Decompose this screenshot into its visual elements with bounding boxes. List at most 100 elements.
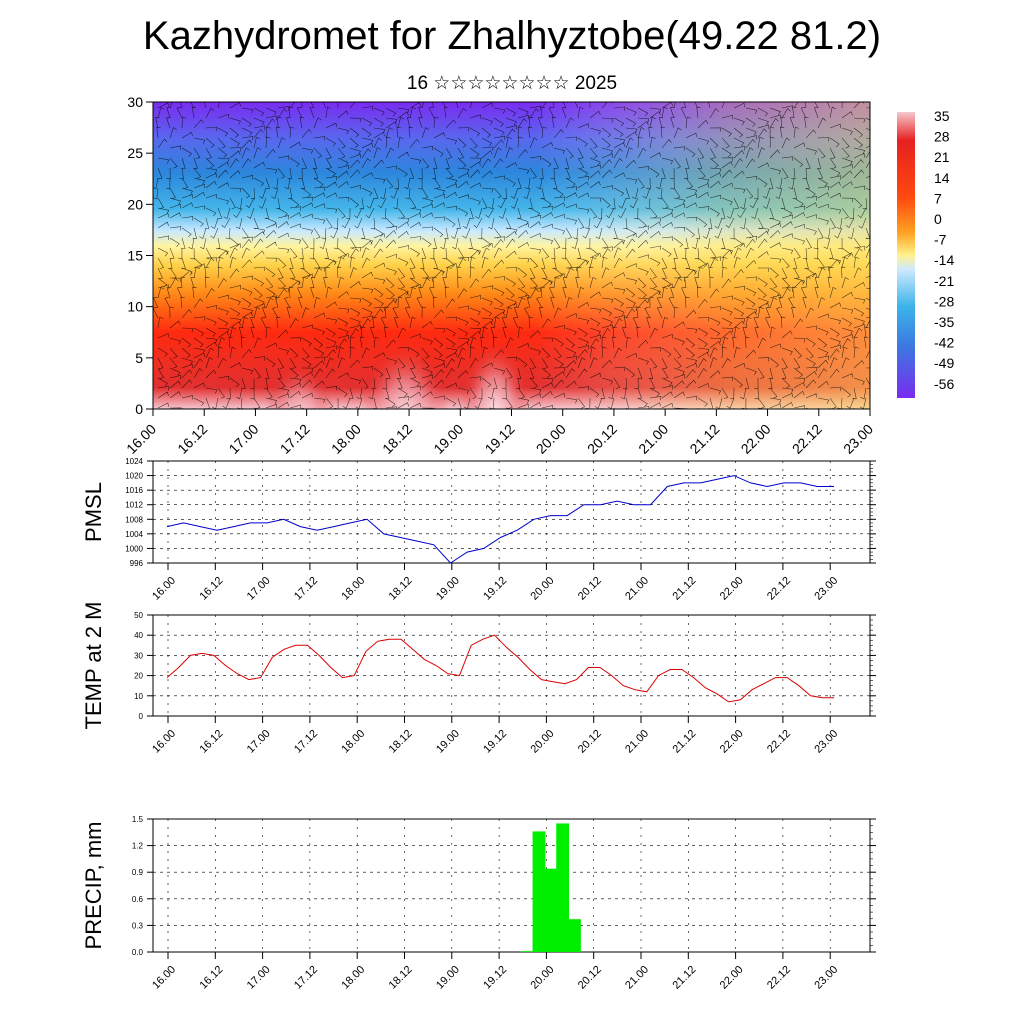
y-tick-label: 1012 xyxy=(125,501,143,510)
x-tick-label: 21.12 xyxy=(670,728,698,756)
colorbar-label: 21 xyxy=(934,149,950,165)
heatmap-x-tick-label: 18.12 xyxy=(379,421,415,457)
x-tick-label: 16.00 xyxy=(150,728,178,756)
precip-bar xyxy=(544,868,558,952)
precip-bar xyxy=(556,823,570,952)
colorbar-label: 7 xyxy=(934,190,942,206)
colorbar-label: 28 xyxy=(934,129,950,145)
colorbar-gradient xyxy=(897,112,915,398)
x-tick-label: 20.12 xyxy=(576,964,604,992)
heatmap-y-axis: 0 5 10 15 20 25 30 xyxy=(127,94,153,417)
heatmap-x-tick-label: 23.00 xyxy=(840,421,876,457)
pmsl-panel: 16.00 16.12 17.00 17.12 18.00 18.12 19.00 19.12… xyxy=(81,457,876,603)
heatmap-y-tick-label: 15 xyxy=(127,248,143,264)
hot-spot-1 xyxy=(265,340,335,409)
y-tick-label: 1.2 xyxy=(132,842,144,851)
colorbar-label: -14 xyxy=(934,252,954,268)
y-axis-label: PMSL xyxy=(81,482,106,542)
heatmap-x-tick-label: 19.00 xyxy=(430,421,466,457)
heatmap-x-tick-label: 22.00 xyxy=(738,421,774,457)
heatmap-x-tick-label: 22.12 xyxy=(789,421,825,457)
colorbar-label: 14 xyxy=(934,170,950,186)
panel-frame xyxy=(152,818,871,953)
x-tick-label: 23.00 xyxy=(812,964,840,992)
x-tick-label: 16.00 xyxy=(150,964,178,992)
heatmap-x-tick-label: 17.12 xyxy=(277,421,313,457)
x-tick-label: 16.12 xyxy=(197,728,225,756)
x-tick-label: 17.00 xyxy=(245,728,273,756)
heatmap-y-tick-label: 20 xyxy=(127,196,143,212)
heatmap-x-tick-label: 20.00 xyxy=(533,421,569,457)
heatmap-y-tick-label: 25 xyxy=(127,145,143,161)
x-tick-label: 16.00 xyxy=(150,575,178,603)
x-tick-label: 22.00 xyxy=(718,728,746,756)
pmsl-series-line xyxy=(166,475,834,564)
x-tick-label: 21.12 xyxy=(670,575,698,603)
x-tick-label: 23.00 xyxy=(812,728,840,756)
precip-bar xyxy=(568,919,581,952)
x-tick-label: 18.00 xyxy=(339,964,367,992)
x-tick-label: 18.12 xyxy=(387,575,415,603)
x-tick-label: 16.12 xyxy=(197,964,225,992)
x-tick-label: 22.12 xyxy=(765,964,793,992)
x-tick-label: 19.12 xyxy=(481,575,509,603)
x-tick-label: 17.12 xyxy=(292,964,320,992)
x-tick-label: 16.12 xyxy=(197,575,225,603)
colorbar-label: -49 xyxy=(934,355,954,371)
colorbar-label: -42 xyxy=(934,335,954,351)
x-tick-label: 19.00 xyxy=(434,964,462,992)
y-tick-label: 1004 xyxy=(125,530,143,539)
x-tick-label: 17.12 xyxy=(292,575,320,603)
colorbar-label: 35 xyxy=(934,108,950,124)
x-tick-label: 20.12 xyxy=(576,728,604,756)
heatmap-x-tick-label: 20.12 xyxy=(584,421,620,457)
x-tick-label: 19.00 xyxy=(434,575,462,603)
heatmap-y-tick-label: 5 xyxy=(135,350,143,366)
heatmap-x-tick-label: 19.12 xyxy=(482,421,518,457)
x-tick-label: 23.00 xyxy=(812,575,840,603)
y-tick-label: 1.5 xyxy=(132,815,144,824)
chart-subtitle: 16 ☆☆☆☆☆☆☆☆ 2025 xyxy=(406,73,618,94)
y-tick-label: 0.0 xyxy=(132,948,144,957)
x-tick-label: 21.12 xyxy=(670,964,698,992)
heatmap-x-tick-label: 17.00 xyxy=(225,421,261,457)
hot-spot-3 xyxy=(460,315,530,409)
x-tick-label: 18.12 xyxy=(387,728,415,756)
x-tick-label: 17.00 xyxy=(245,964,273,992)
panel-frame xyxy=(152,614,871,717)
x-tick-label: 17.00 xyxy=(245,575,273,603)
x-tick-label: 19.00 xyxy=(434,728,462,756)
x-tick-label: 18.12 xyxy=(387,964,415,992)
y-tick-label: 30 xyxy=(134,651,143,660)
y-tick-label: 1008 xyxy=(125,515,143,524)
y-tick-label: 10 xyxy=(134,692,143,701)
precip-bar xyxy=(532,831,546,952)
precip-bar xyxy=(520,951,534,952)
heatmap-x-tick-label: 18.00 xyxy=(328,421,364,457)
y-tick-label: 1016 xyxy=(125,486,143,495)
wind-barb-field xyxy=(153,102,870,409)
colorbar-label: -56 xyxy=(934,376,954,392)
colorbar-label: 0 xyxy=(934,211,942,227)
colorbar: 35 28 21 14 7 0 -7 -14 -21 -28 -35 -42 -49 -56 xyxy=(897,108,954,398)
wind-barbs xyxy=(153,102,870,409)
y-tick-label: 0.3 xyxy=(132,921,144,930)
x-tick-label: 21.00 xyxy=(623,964,651,992)
x-tick-label: 19.12 xyxy=(481,728,509,756)
colorbar-label: -35 xyxy=(934,314,954,330)
x-tick-label: 20.00 xyxy=(529,575,557,603)
y-tick-label: 20 xyxy=(134,672,143,681)
x-tick-label: 20.00 xyxy=(529,964,557,992)
heatmap-y-tick-label: 0 xyxy=(135,401,143,417)
y-tick-label: 1020 xyxy=(125,472,143,481)
y-axis-label: PRECIP, mm xyxy=(81,822,106,950)
y-tick-label: 996 xyxy=(130,559,144,568)
x-tick-label: 18.00 xyxy=(339,728,367,756)
y-tick-label: 40 xyxy=(134,631,143,640)
colorbar-label: -28 xyxy=(934,293,954,309)
chart-title: Kazhydromet for Zhalhyztobe(49.22 81.2) xyxy=(142,14,882,58)
panel-frame xyxy=(152,460,871,564)
y-tick-label: 0.6 xyxy=(132,895,144,904)
colorbar-labels: 35 28 21 14 7 0 -7 -14 -21 -28 -35 -42 -49 -56 xyxy=(934,108,954,392)
